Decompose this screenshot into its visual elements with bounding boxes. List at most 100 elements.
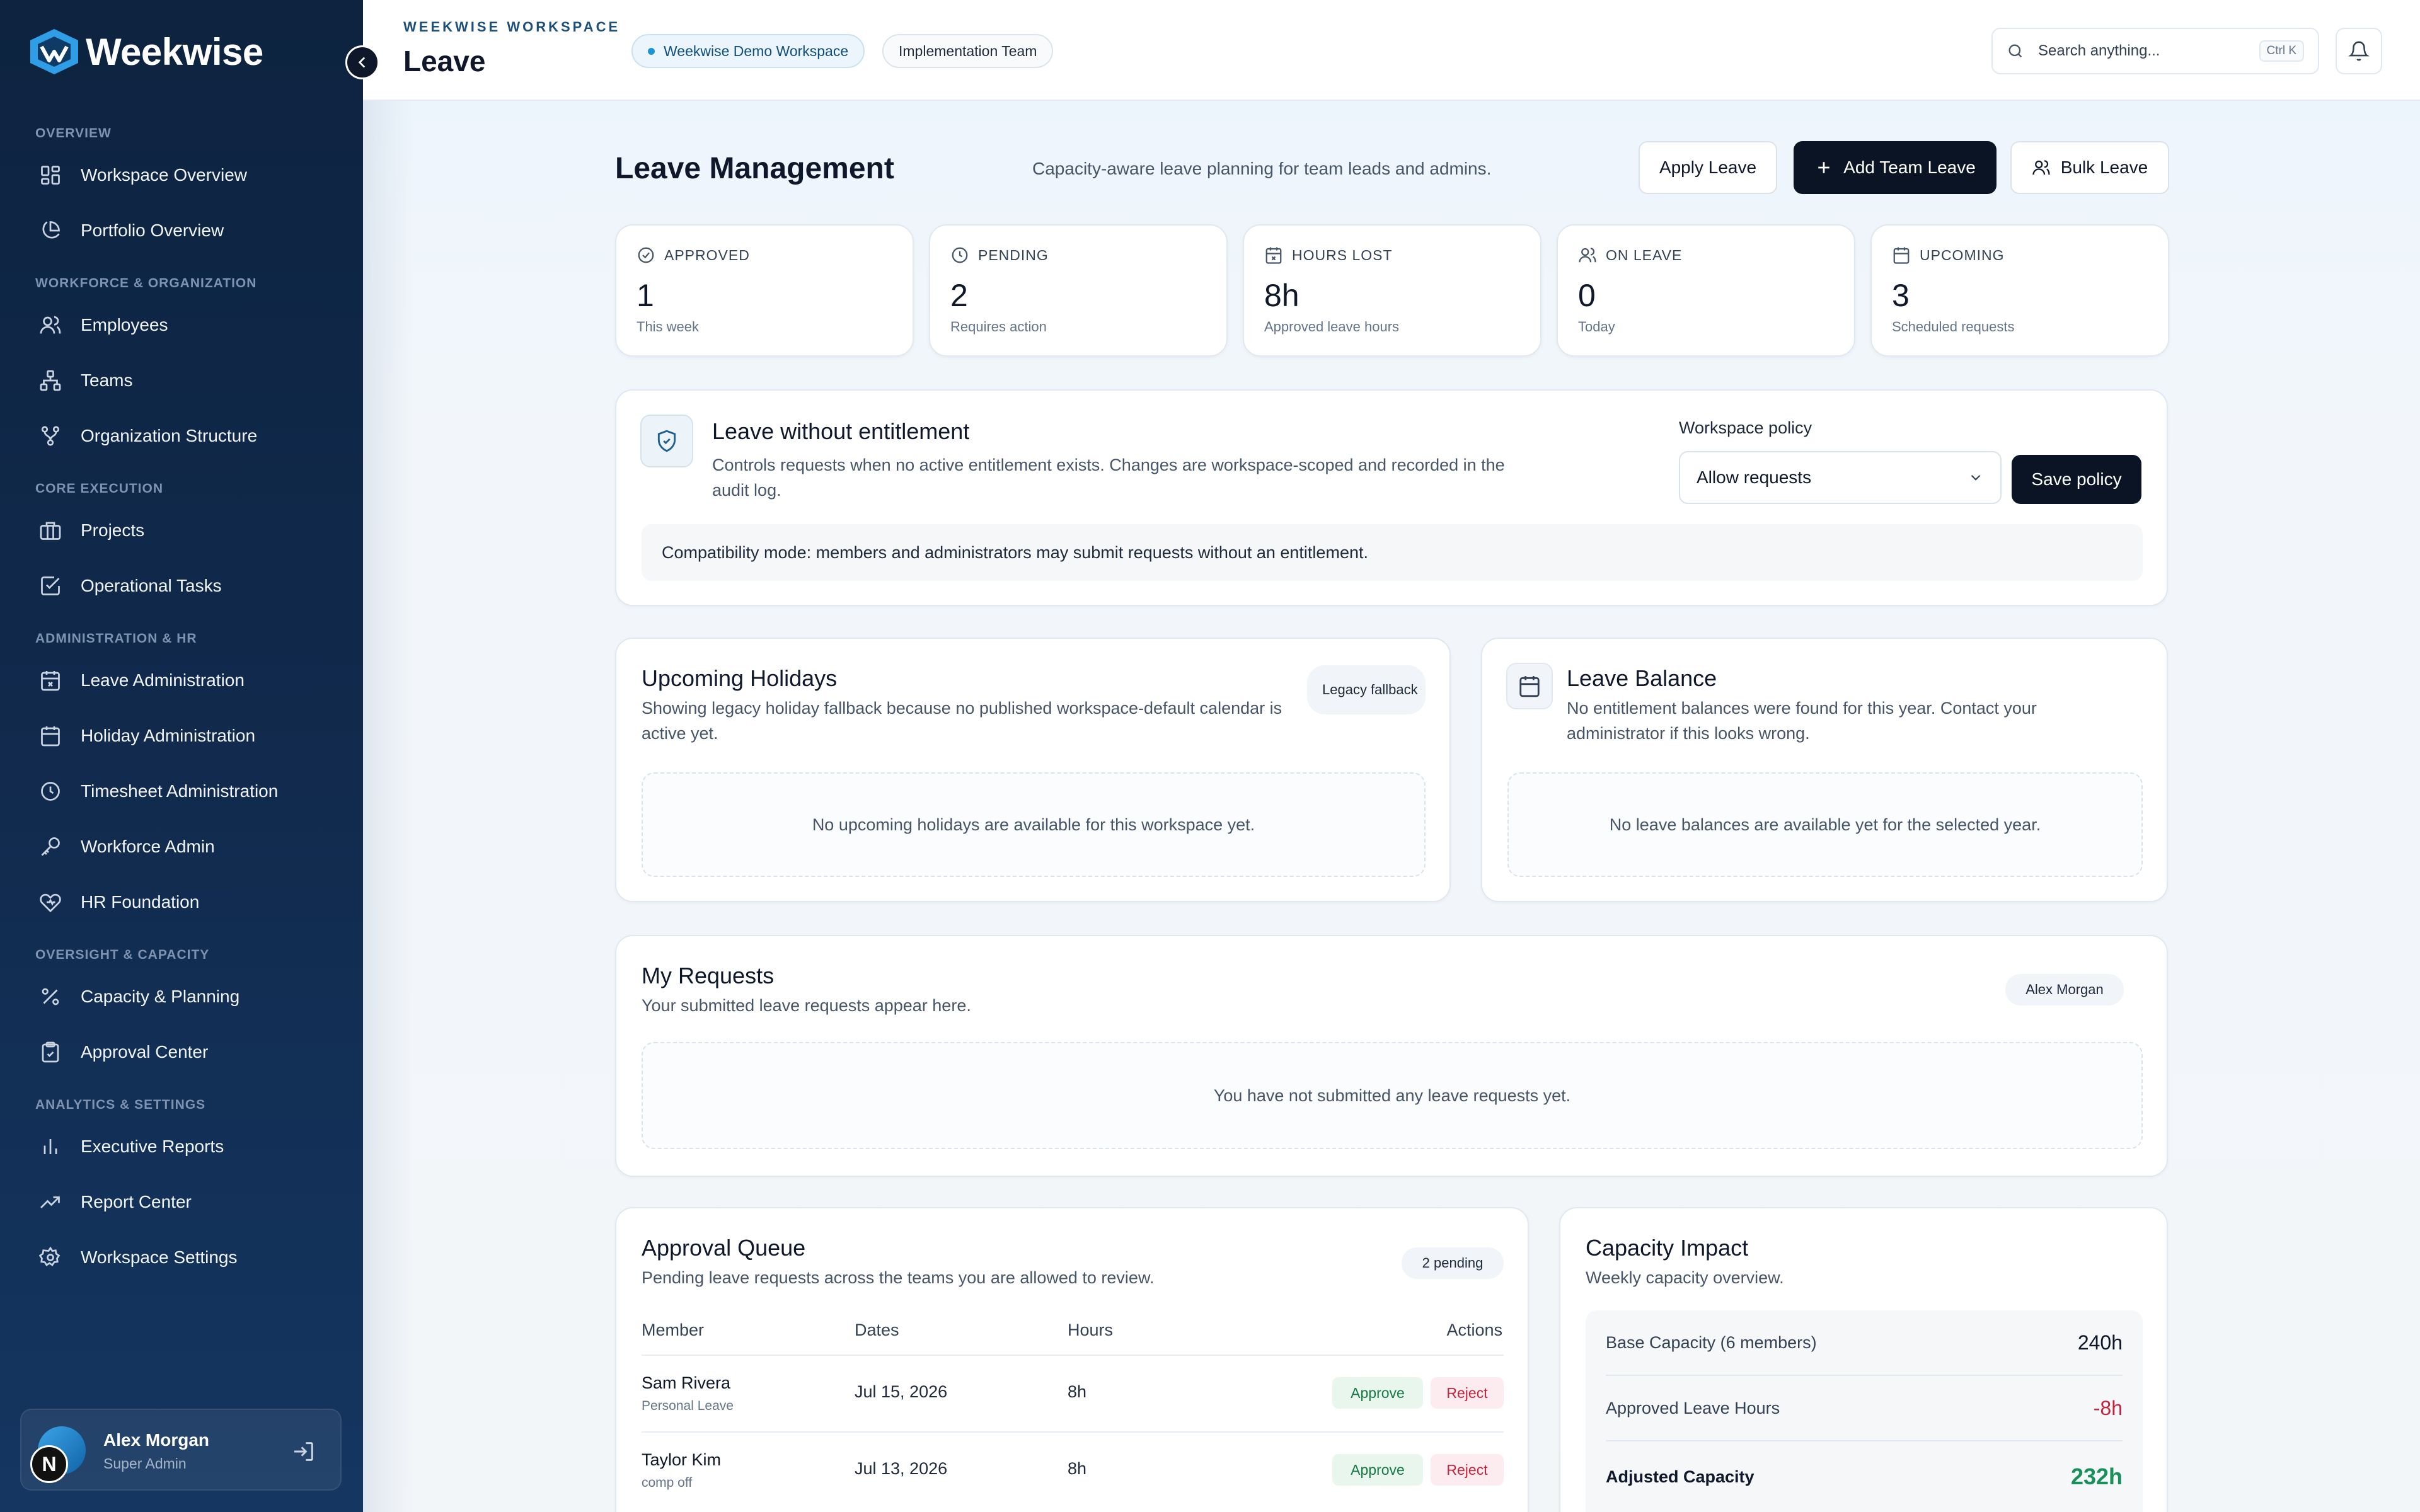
users-icon [40, 316, 61, 334]
leave-balance-title: Leave Balance [1567, 665, 1717, 691]
sidebar-item-executive-reports[interactable]: Executive Reports [0, 1119, 363, 1174]
capacity-summary: Base Capacity (6 members) 240h Approved … [1586, 1310, 2143, 1512]
approval-queue-card: Approval Queue Pending leave requests ac… [615, 1207, 1529, 1512]
stat-value: 3 [1892, 278, 1910, 313]
stat-label: APPROVED [637, 246, 750, 265]
section-core-execution: CORE EXECUTION [35, 481, 164, 496]
shield-icon-box [640, 415, 693, 467]
policy-note: Compatibility mode: members and administ… [642, 524, 2143, 581]
gear-icon [39, 1246, 60, 1266]
leave-balance-empty-state: No leave balances are available yet for … [1507, 772, 2143, 877]
workspace-label: WEEKWISE WORKSPACE [403, 19, 621, 35]
stat-hint: Today [1578, 319, 1615, 335]
user-badge: Alex Morgan [2005, 974, 2124, 1005]
stat-label: HOURS LOST [1264, 246, 1393, 265]
collapse-sidebar-button[interactable] [345, 45, 379, 79]
sidebar-item-label: Employees [81, 315, 168, 335]
workspace-chip[interactable]: Weekwise Demo Workspace [631, 34, 865, 68]
leave-hours: 8h [1068, 1382, 1087, 1401]
stat-pending: PENDING 2 Requires action [929, 224, 1228, 357]
approve-button[interactable]: Approve [1332, 1454, 1423, 1486]
sidebar-item-workspace-settings[interactable]: Workspace Settings [0, 1230, 363, 1285]
search-shortcut: Ctrl K [2259, 40, 2304, 62]
member-name: Taylor Kim [642, 1450, 722, 1469]
team-chip[interactable]: Implementation Team [882, 34, 1054, 68]
sidebar-item-timesheet-administration[interactable]: Timesheet Administration [0, 764, 363, 819]
sidebar-item-operational-tasks[interactable]: Operational Tasks [0, 558, 363, 614]
reject-button[interactable]: Reject [1431, 1454, 1504, 1486]
pie-chart-icon [42, 221, 60, 239]
check-circle-icon [638, 247, 654, 263]
bell-icon [2348, 41, 2370, 61]
sidebar-item-label: Projects [81, 520, 145, 540]
plus-icon [1818, 162, 1829, 173]
brand-logo[interactable]: Weekwise [28, 28, 263, 76]
chevron-left-icon [358, 57, 366, 68]
section-oversight: OVERSIGHT & CAPACITY [35, 948, 210, 962]
sidebar-item-label: Organization Structure [81, 426, 258, 445]
stat-label-text: APPROVED [664, 246, 750, 263]
heart-icon [40, 893, 61, 913]
capacity-label: Base Capacity (6 members) [1606, 1332, 1817, 1352]
sidebar-item-employees[interactable]: Employees [0, 297, 363, 353]
bar-chart-icon [43, 1139, 57, 1154]
user-name: Alex Morgan [103, 1430, 210, 1450]
search-input[interactable]: Search anything... Ctrl K [1991, 28, 2319, 74]
clipboard-check-icon [42, 1041, 59, 1063]
topbar: WEEKWISE WORKSPACE Leave Weekwise Demo W… [363, 0, 2420, 101]
notifications-button[interactable] [2336, 28, 2382, 74]
capacity-row-adjusted: Adjusted Capacity 232h [1606, 1444, 2123, 1509]
section-workforce: WORKFORCE & ORGANIZATION [35, 276, 257, 290]
bulk-leave-label: Bulk Leave [2060, 158, 2148, 177]
sidebar-item-label: Workspace Overview [81, 165, 248, 185]
avatar-badge: N [30, 1445, 68, 1483]
bulk-leave-button[interactable]: Bulk Leave [2010, 141, 2169, 194]
dashboard-icon [41, 166, 60, 185]
stat-label-text: HOURS LOST [1292, 246, 1393, 263]
sidebar-item-report-center[interactable]: Report Center [0, 1174, 363, 1230]
sidebar-item-holiday-administration[interactable]: Holiday Administration [0, 708, 363, 764]
add-team-leave-button[interactable]: Add Team Leave [1794, 141, 1997, 194]
user-card[interactable]: N Alex Morgan Super Admin [20, 1409, 342, 1491]
save-policy-button[interactable]: Save policy [2012, 455, 2141, 504]
calendar-x-icon [41, 671, 60, 691]
section-overview: OVERVIEW [35, 126, 112, 140]
holidays-card: Upcoming Holidays Showing legacy holiday… [615, 638, 1451, 902]
apply-leave-button[interactable]: Apply Leave [1639, 141, 1777, 194]
approve-button[interactable]: Approve [1332, 1377, 1423, 1409]
stat-hint: Approved leave hours [1264, 319, 1400, 335]
capacity-value-negative: -8h [2093, 1396, 2123, 1419]
policy-select[interactable]: Allow requests [1679, 451, 2002, 504]
reject-button[interactable]: Reject [1431, 1377, 1504, 1409]
sidebar-item-teams[interactable]: Teams [0, 353, 363, 408]
sidebar-item-hr-foundation[interactable]: HR Foundation [0, 874, 363, 930]
capacity-row-base: Base Capacity (6 members) 240h [1606, 1310, 2123, 1376]
sidebar-item-leave-administration[interactable]: Leave Administration [0, 653, 363, 708]
sidebar-item-workspace-overview[interactable]: Workspace Overview [0, 147, 363, 203]
stat-hours-lost: HOURS LOST 8h Approved leave hours [1243, 224, 1541, 357]
sidebar: Weekwise OVERVIEW Workspace Overview Por… [0, 0, 363, 1512]
sidebar-item-approval-center[interactable]: Approval Center [0, 1024, 363, 1080]
network-icon [40, 370, 61, 391]
sidebar-item-label: Workspace Settings [81, 1247, 238, 1267]
logout-icon[interactable] [291, 1439, 316, 1464]
stat-upcoming: UPCOMING 3 Scheduled requests [1870, 224, 2169, 357]
holidays-title: Upcoming Holidays [642, 665, 838, 691]
column-hours: Hours [1068, 1320, 1114, 1339]
column-dates: Dates [855, 1320, 899, 1339]
checkbox-icon [41, 576, 60, 595]
leave-date: Jul 15, 2026 [855, 1382, 948, 1401]
percent-icon [42, 988, 59, 1005]
sidebar-item-capacity-planning[interactable]: Capacity & Planning [0, 969, 363, 1024]
sidebar-item-projects[interactable]: Projects [0, 503, 363, 558]
sidebar-item-portfolio-overview[interactable]: Portfolio Overview [0, 203, 363, 258]
my-requests-description: Your submitted leave requests appear her… [642, 996, 971, 1015]
workspace-chip-label: Weekwise Demo Workspace [664, 42, 849, 59]
table-divider [642, 1354, 1504, 1356]
member-name: Sam Rivera [642, 1373, 731, 1392]
sidebar-item-workforce-admin[interactable]: Workforce Admin [0, 819, 363, 874]
clock-icon [952, 247, 968, 263]
leave-balance-card: Leave Balance No entitlement balances we… [1481, 638, 2168, 902]
sidebar-item-organization-structure[interactable]: Organization Structure [0, 408, 363, 464]
sidebar-nav: OVERVIEW Workspace Overview Portfolio Ov… [0, 120, 363, 1285]
